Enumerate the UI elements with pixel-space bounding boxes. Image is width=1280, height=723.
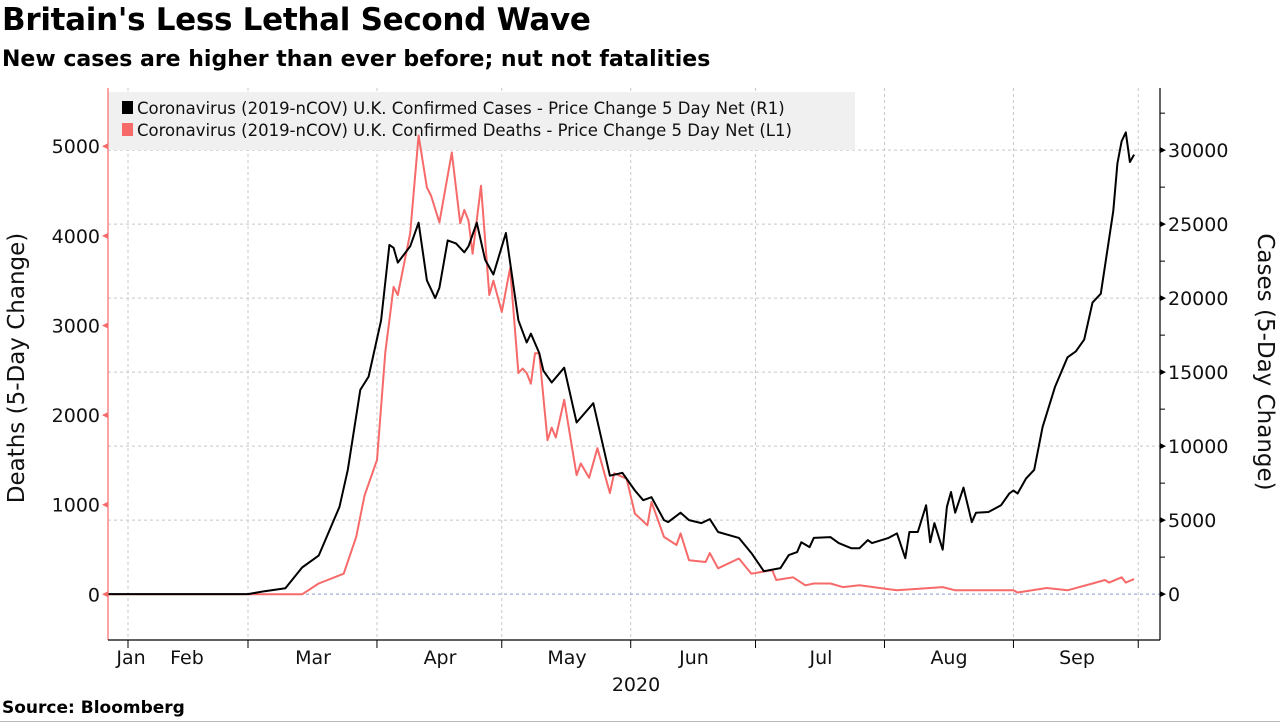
right-axis-tick (1160, 517, 1166, 524)
y-axis-label-right: Cases (5-Day Change) (1252, 233, 1278, 490)
deaths-line (108, 134, 1135, 596)
right-tick-label: 0 (1168, 584, 1180, 606)
left-tick-label: 2000 (52, 405, 100, 427)
cases-line (108, 131, 1135, 596)
left-tick-label: 0 (88, 584, 100, 606)
left-tick-label: 3000 (52, 315, 100, 337)
x-axis-label: 2020 (612, 674, 660, 696)
right-tick-label: 15000 (1168, 362, 1228, 384)
x-tick-label: Aug (930, 647, 967, 669)
x-tick-label: Jul (809, 647, 833, 669)
right-axis-tick (1160, 221, 1166, 228)
right-axis-tick (1160, 443, 1166, 450)
left-axis-tick (102, 232, 108, 239)
right-tick-label: 20000 (1168, 288, 1228, 310)
right-tick-label: 10000 (1168, 436, 1228, 458)
right-axis-tick (1160, 147, 1166, 154)
right-tick-label: 30000 (1168, 140, 1228, 162)
left-axis-tick (102, 591, 108, 598)
x-tick-label: May (547, 647, 586, 669)
chart-title: Britain's Less Lethal Second Wave (2, 2, 591, 38)
x-tick-label: Feb (170, 647, 204, 669)
left-tick-label: 5000 (52, 136, 100, 158)
axes: 0 1000 2000 3000 4000 5000 0 5000 10000 15000 2000… (52, 88, 1228, 669)
left-axis-tick (102, 322, 108, 329)
left-axis-tick (102, 412, 108, 419)
legend-label-deaths: Coronavirus (2019-nCOV) U.K. Confirmed D… (137, 121, 792, 140)
x-tick-label: Jan (115, 647, 145, 669)
legend-swatch-deaths (122, 123, 133, 136)
legend-swatch-cases (122, 101, 133, 114)
legend-label-cases: Coronavirus (2019-nCOV) U.K. Confirmed C… (137, 99, 785, 118)
legend-box (108, 92, 855, 150)
left-axis-tick (102, 143, 108, 150)
divider (0, 721, 1280, 722)
y-axis-label-left: Deaths (5-Day Change) (4, 233, 30, 504)
x-tick-label: Jun (678, 647, 709, 669)
x-tick-label: Sep (1059, 647, 1095, 669)
right-axis-tick (1160, 295, 1166, 302)
left-axis-tick (102, 501, 108, 508)
series-lines (108, 131, 1135, 596)
right-tick-label: 25000 (1168, 214, 1228, 236)
right-tick-label: 5000 (1168, 510, 1216, 532)
source-note: Source: Bloomberg (2, 698, 185, 718)
right-axis-tick (1160, 591, 1166, 598)
x-tick-label: Apr (424, 647, 457, 669)
chart-subtitle: New cases are higher than ever before; n… (2, 47, 711, 72)
left-tick-label: 4000 (52, 226, 100, 248)
right-axis-tick (1160, 369, 1166, 376)
x-tick-label: Mar (295, 647, 331, 669)
gridlines (108, 88, 1160, 640)
left-tick-label: 1000 (52, 495, 100, 517)
